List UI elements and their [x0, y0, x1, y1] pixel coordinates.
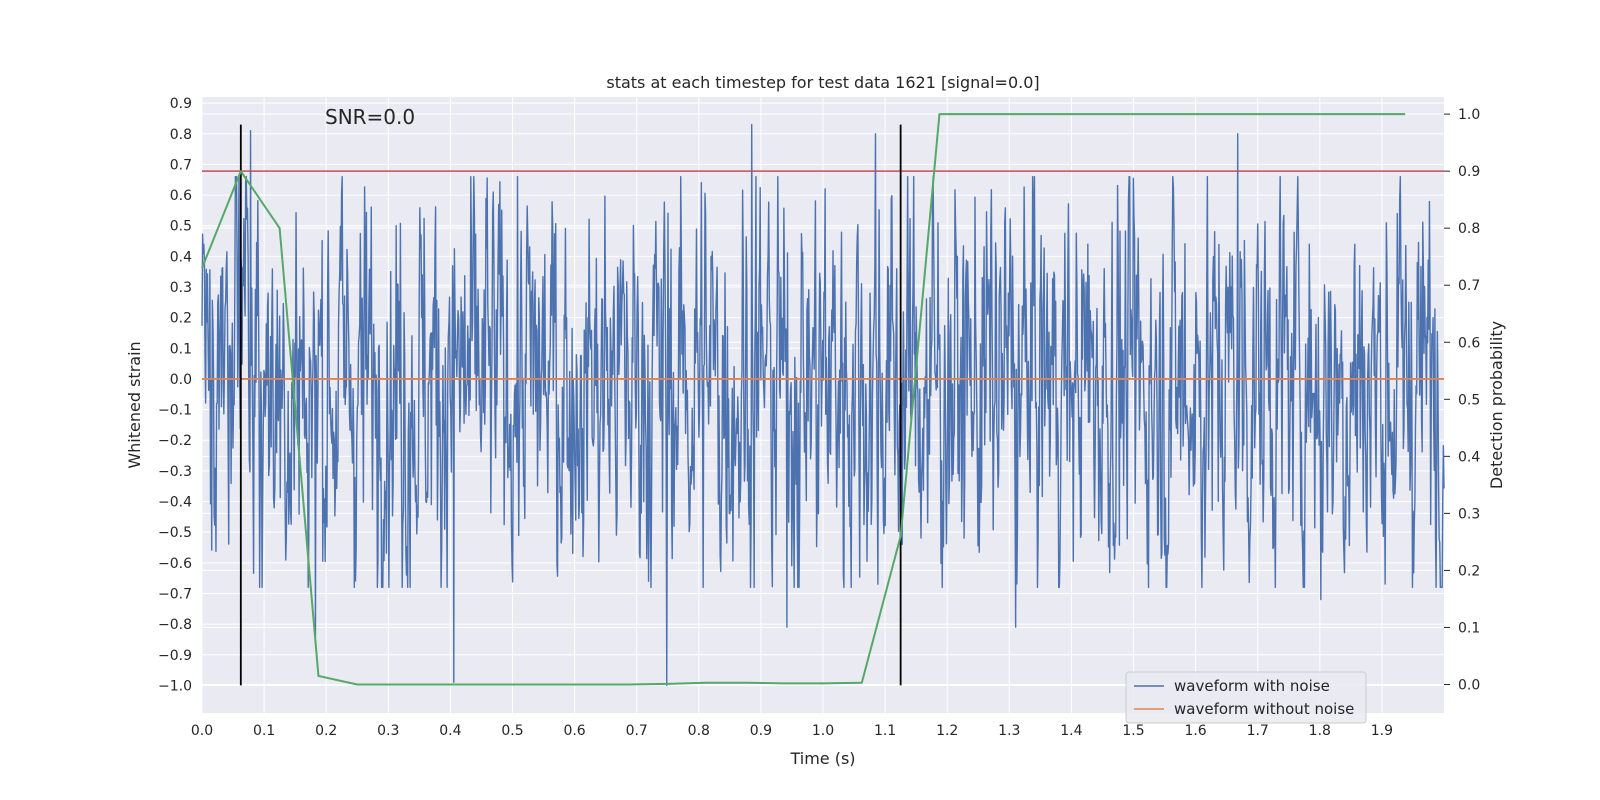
- noisy-waveform-line: [201, 123, 1445, 687]
- y-tick-label: −0.2: [158, 433, 192, 449]
- x-tick-label: 1.1: [874, 723, 896, 739]
- x-tick-label: 1.2: [936, 723, 958, 739]
- y2-tick-label: 0.4: [1458, 449, 1480, 465]
- y-tick-label: −0.5: [158, 525, 192, 541]
- x-tick-label: 0.5: [501, 723, 523, 739]
- y-tick-label: −0.4: [158, 495, 192, 511]
- x-tick-label: 0.8: [688, 723, 710, 739]
- y2-tick-label: 1.0: [1458, 107, 1480, 123]
- y-tick-label: 0.0: [170, 372, 192, 388]
- y2-axis-label: Detection probability: [1487, 321, 1506, 489]
- x-tick-label: 1.0: [812, 723, 834, 739]
- y-tick-label: −0.9: [158, 648, 192, 664]
- legend-box: [1125, 671, 1367, 724]
- y-tick-label: −0.7: [158, 586, 192, 602]
- y-tick-label: 0.5: [170, 219, 192, 235]
- y-axis-label: Whitened strain: [125, 341, 144, 468]
- y-tick-label: −0.6: [158, 556, 192, 572]
- x-tick-label: 1.8: [1309, 723, 1331, 739]
- x-tick-label: 0.2: [315, 723, 337, 739]
- y-tick-label: 0.4: [170, 249, 192, 265]
- x-tick-label: 0.6: [563, 723, 585, 739]
- y2-tick-label: 0.3: [1458, 506, 1480, 522]
- x-tick-label: 0.7: [626, 723, 648, 739]
- noisy-waveform-series: [201, 123, 1445, 687]
- legend: waveform with noise waveform without noi…: [1125, 671, 1367, 724]
- y2-tick-label: 0.7: [1458, 278, 1480, 294]
- y2-tick-label: 0.6: [1458, 335, 1480, 351]
- y-tick-label: 0.1: [170, 341, 192, 357]
- x-axis-ticks: 0.0 0.1 0.2 0.3 0.4 0.5 0.6 0.7 0.8 0.9 1.0 1.1 1.2 1…: [191, 723, 1393, 739]
- x-tick-label: 0.9: [750, 723, 772, 739]
- x-tick-label: 1.6: [1184, 723, 1206, 739]
- chart-title: stats at each timestep for test data 162…: [606, 73, 1039, 92]
- detection-probability-line: [201, 113, 1406, 686]
- vertical-markers: [239, 124, 902, 686]
- legend-label-clean: waveform without noise: [1174, 700, 1354, 718]
- y2-tick-label: 0.0: [1458, 677, 1480, 693]
- y-tick-label: −0.8: [158, 617, 192, 633]
- y-tick-label: 0.7: [170, 157, 192, 173]
- legend-label-noisy: waveform with noise: [1174, 677, 1330, 695]
- y-tick-label: −1.0: [158, 678, 192, 694]
- x-tick-label: 1.7: [1247, 723, 1269, 739]
- y-tick-label: 0.9: [170, 96, 192, 112]
- x-axis-label: Time (s): [789, 749, 855, 768]
- y2-tick-label: 0.5: [1458, 392, 1480, 408]
- y-tick-label: 0.6: [170, 188, 192, 204]
- x-tick-label: 1.5: [1122, 723, 1144, 739]
- x-tick-label: 0.3: [377, 723, 399, 739]
- y-tick-label: −0.1: [158, 403, 192, 419]
- y-tick-label: 0.8: [170, 127, 192, 143]
- y-tick-label: −0.3: [158, 464, 192, 480]
- y2-tick-label: 0.8: [1458, 221, 1480, 237]
- snr-annotation: SNR=0.0: [325, 105, 415, 129]
- x-tick-label: 1.9: [1371, 723, 1393, 739]
- y2-tick-label: 0.9: [1458, 164, 1480, 180]
- y2-axis-ticks: 1.0 0.9 0.8 0.7 0.6 0.5 0.4 0.3 0.2 0.1 0.0: [1444, 107, 1480, 693]
- y2-tick-label: 0.2: [1458, 563, 1480, 579]
- x-tick-label: 0.0: [191, 723, 213, 739]
- x-tick-label: 1.4: [1060, 723, 1082, 739]
- y-tick-label: 0.2: [170, 311, 192, 327]
- x-tick-label: 0.1: [253, 723, 275, 739]
- y-axis-ticks: 0.9 0.8 0.7 0.6 0.5 0.4 0.3 0.2 0.1 0.0 −0.1 −0.2 −0…: [158, 96, 192, 694]
- x-tick-label: 1.3: [998, 723, 1020, 739]
- x-tick-label: 0.4: [439, 723, 461, 739]
- y2-tick-label: 0.1: [1458, 620, 1480, 636]
- y-tick-label: 0.3: [170, 280, 192, 296]
- detection-probability-series: [201, 113, 1406, 686]
